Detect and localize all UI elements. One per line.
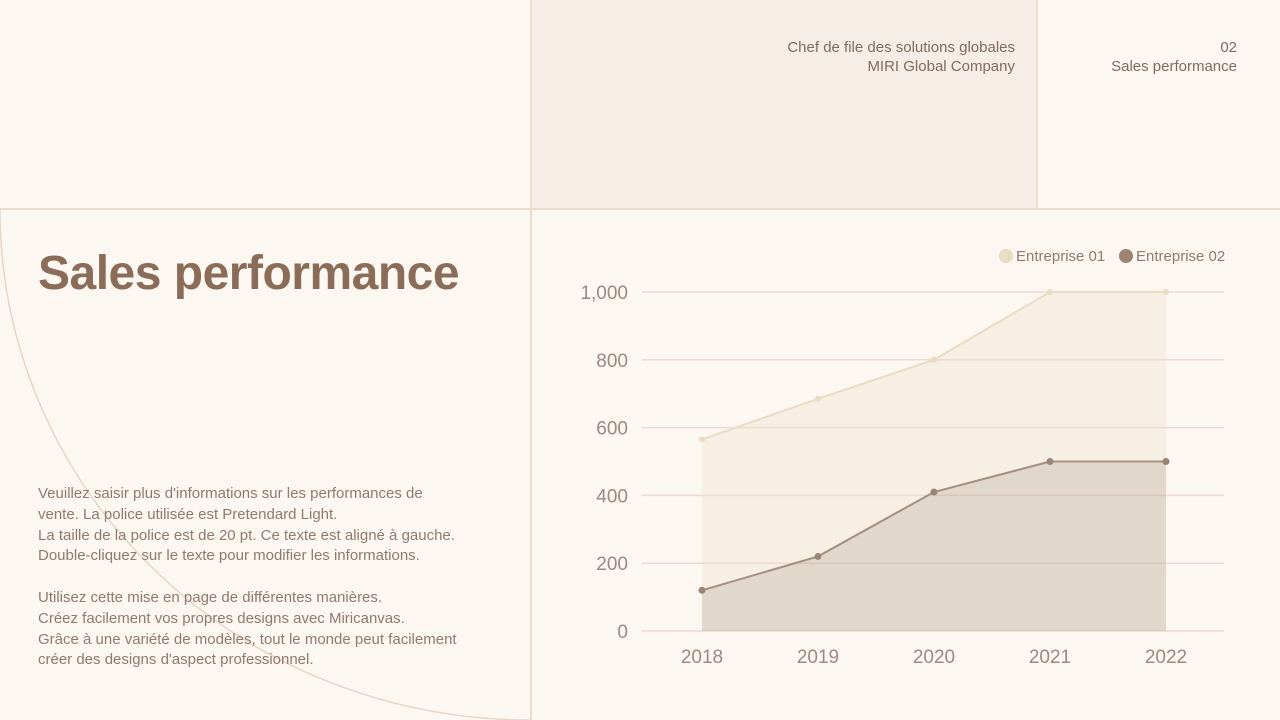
legend-marker-2 [1119,249,1133,263]
x-tick-label: 2022 [1145,647,1187,668]
data-point [815,395,821,402]
x-tick-label: 2018 [681,647,723,668]
y-tick-label: 1,000 [580,283,628,304]
y-tick-label: 0 [617,622,628,643]
y-tick-label: 200 [596,554,628,575]
description-line: Grâce à une variété de modèles, tout le … [38,630,457,648]
description-line: créer des designs d'aspect professionnel… [38,651,314,669]
description-line: Utilisez cette mise en page de différent… [38,588,383,606]
description-line: Double-cliquez sur le texte pour modifie… [38,547,420,565]
description-line: La taille de la police est de 20 pt. Ce … [38,526,455,544]
description-line: Veuillez saisir plus d'informations sur … [38,485,423,502]
company-header: Chef de file des solutions globales MIRI… [700,38,1015,76]
data-point [698,586,706,594]
legend-label-2: Entreprise 02 [1136,248,1225,265]
legend-marker-1 [999,249,1013,263]
data-point [814,552,822,560]
section-name: Sales performance [1111,58,1237,75]
vertical-divider-main [530,0,532,720]
page-header: 02 Sales performance [1060,38,1237,76]
company-tagline: Chef de file des solutions globales [787,39,1015,56]
x-tick-label: 2020 [913,647,955,668]
description-paragraph-1: Veuillez saisir plus d'informations sur … [38,484,508,567]
horizontal-divider [0,208,1280,210]
y-tick-label: 600 [596,419,628,440]
sales-area-chart: 0 200 400 600 800 1,000 2018 2019 2020 2021 2022 En… [580,248,1225,668]
legend-label-1: Entreprise 01 [1016,248,1105,265]
data-point [931,356,937,363]
data-point [699,436,705,443]
data-point [1047,289,1053,295]
description-paragraph-2: Utilisez cette mise en page de différent… [38,588,508,671]
page-number: 02 [1220,39,1237,56]
data-point [1163,289,1169,295]
x-tick-label: 2019 [797,647,839,668]
x-tick-label: 2021 [1029,647,1071,668]
description-line: Créez facilement vos propres designs ave… [38,609,405,627]
header-panel [532,0,1036,208]
y-tick-label: 800 [596,351,628,372]
company-name: MIRI Global Company [867,58,1015,75]
data-point [1046,458,1054,465]
description-text: Veuillez saisir plus d'informations sur … [38,484,508,692]
y-tick-label: 400 [596,486,628,507]
data-point [1162,458,1170,465]
data-point [930,488,938,496]
page-title: Sales performance [38,247,460,300]
series-area-2 [702,461,1166,631]
series-area-1 [702,292,1166,631]
vertical-divider-header [1036,0,1038,209]
description-line: vente. La police utilisée est Pretendard… [38,505,338,523]
